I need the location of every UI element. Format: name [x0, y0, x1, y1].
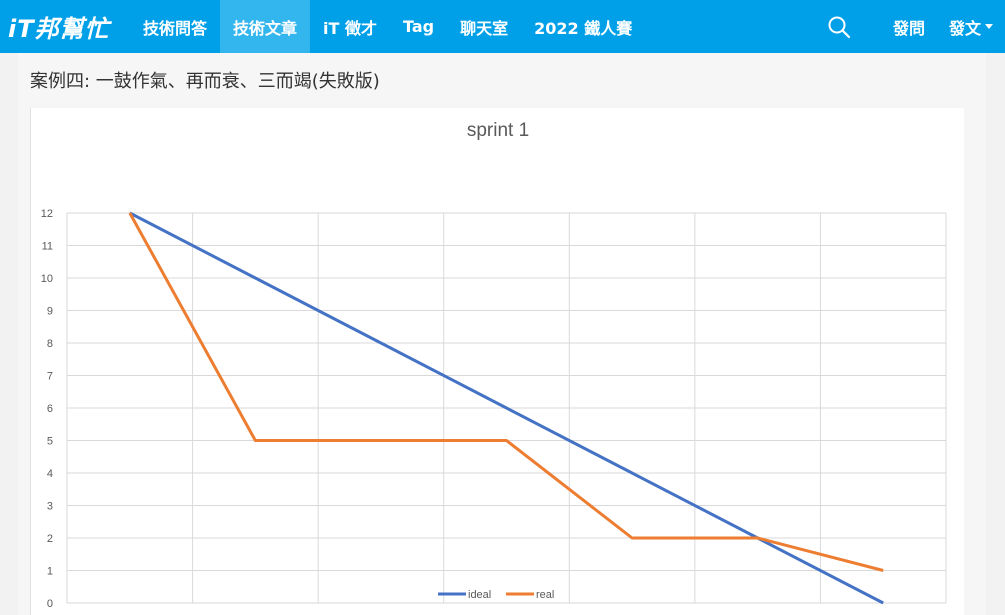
legend-label-ideal: ideal: [468, 589, 491, 601]
ask-label: 發問: [892, 18, 925, 38]
nav-item-jobs[interactable]: iT 徵才: [323, 18, 378, 38]
y-tick-label: 5: [47, 436, 53, 448]
y-tick-label: 1: [47, 566, 53, 578]
y-tick-label: 9: [47, 306, 53, 318]
top-navbar: iT邦幫忙 技術問答 技術文章 iT 徵才 Tag 聊天室 2022 鐵人賽 發…: [0, 0, 1005, 53]
nav-item-chatroom[interactable]: 聊天室: [460, 18, 509, 38]
logo-text: iT邦幫忙: [8, 15, 110, 43]
y-tick-label: 4: [47, 468, 53, 480]
nav-item-tag[interactable]: Tag: [403, 17, 435, 36]
y-tick-label: 3: [47, 501, 53, 513]
y-tick-label: 0: [47, 598, 53, 610]
chart-legend: ideal real: [438, 589, 554, 601]
y-tick-label: 2: [47, 533, 53, 545]
y-tick-label: 6: [47, 403, 53, 415]
ask-button[interactable]: 發問: [881, 0, 937, 53]
post-label: 發文: [948, 18, 981, 38]
chevron-down-icon: [985, 24, 993, 29]
nav-right: 發問 發文: [827, 0, 1005, 53]
y-tick-label: 7: [47, 371, 53, 383]
main-nav: 技術問答 技術文章 iT 徵才 Tag 聊天室 2022 鐵人賽: [130, 0, 645, 53]
y-tick-label: 12: [41, 208, 53, 220]
chart-title: sprint 1: [466, 120, 530, 141]
y-tick-label: 11: [42, 241, 53, 253]
series-line-real: [128, 212, 884, 572]
search-icon[interactable]: [827, 15, 851, 39]
chart-grid: [66, 212, 947, 604]
y-tick-label: 10: [41, 273, 53, 285]
article-text: 案例四: 一鼓作氣、再而衰、三而竭(失敗版): [30, 71, 380, 92]
chart-series: [128, 211, 884, 605]
nav-item-questions[interactable]: 技術問答: [143, 18, 208, 38]
post-dropdown[interactable]: 發文: [937, 0, 1005, 53]
site-logo[interactable]: iT邦幫忙: [0, 0, 130, 53]
nav-item-articles[interactable]: 技術文章: [220, 0, 311, 53]
y-tick-label: 8: [47, 338, 53, 350]
legend-label-real: real: [536, 589, 554, 601]
nav-item-ironman[interactable]: 2022 鐵人賽: [534, 18, 633, 38]
